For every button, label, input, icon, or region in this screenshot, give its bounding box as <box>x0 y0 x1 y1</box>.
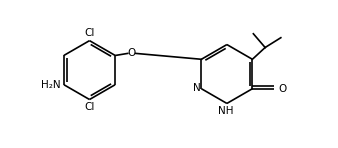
Text: Cl: Cl <box>84 102 95 112</box>
Text: Cl: Cl <box>84 28 95 38</box>
Text: N: N <box>193 83 200 93</box>
Text: NH: NH <box>218 106 234 116</box>
Text: H₂N: H₂N <box>42 80 61 90</box>
Text: O: O <box>278 84 286 94</box>
Text: O: O <box>127 48 136 58</box>
